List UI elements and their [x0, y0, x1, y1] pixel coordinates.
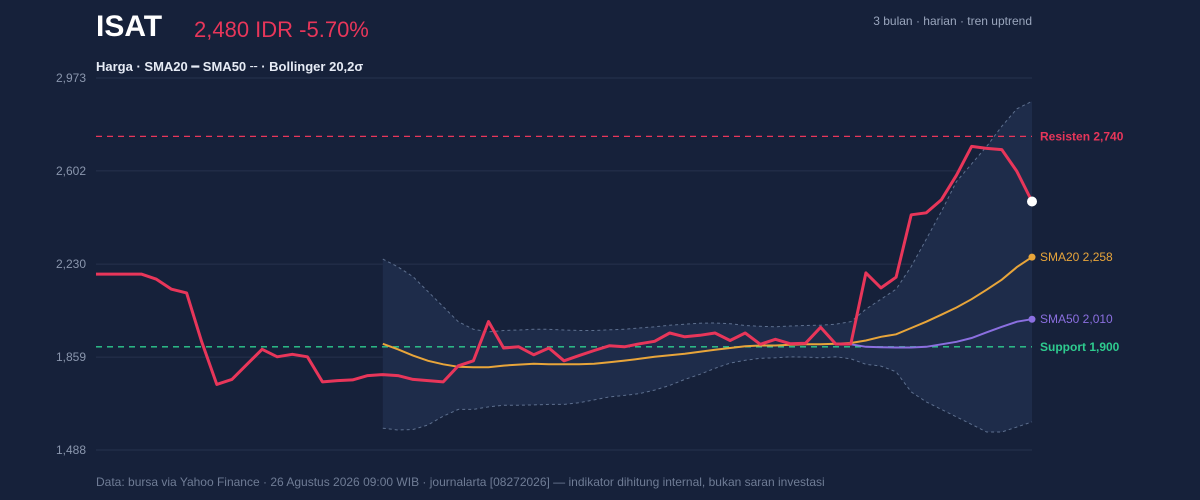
price-change: 2,480 IDR -5.70% [194, 17, 369, 42]
support-label: Support 1,900 [1040, 340, 1120, 354]
ticker-symbol: ISAT [96, 10, 163, 43]
last-price-dot [1027, 196, 1037, 207]
bollinger-upper-line [382, 100, 1033, 333]
sma20-line [382, 256, 1033, 369]
y-tick-label: 2,602 [56, 164, 86, 178]
price-line [96, 144, 1034, 386]
y-tick-label: 2,973 [56, 71, 86, 85]
sma50-end-label: SMA50 2,010 [1040, 312, 1113, 326]
sma20-end-label: SMA20 2,258 [1040, 250, 1113, 264]
chart-meta: 3 bulan · harian · tren uptrend [873, 14, 1032, 28]
sma50-end-dot [1028, 315, 1036, 323]
sma20-end-dot [1028, 253, 1036, 261]
y-axis-ticks: 1,488 1,859 2,230 2,602 2,973 [56, 71, 86, 457]
sma50-line [850, 318, 1033, 349]
bollinger-band-area [382, 101, 1032, 433]
y-tick-label: 1,859 [56, 350, 86, 364]
footer-source: Data: bursa via Yahoo Finance · 26 Agust… [96, 475, 825, 489]
y-tick-label: 2,230 [56, 257, 86, 271]
resistance-label: Resisten 2,740 [1040, 129, 1124, 143]
chart-legend: Harga · SMA20 ━ SMA50 ╌ · Bollinger 20,2… [96, 59, 364, 74]
y-tick-label: 1,488 [56, 443, 86, 457]
